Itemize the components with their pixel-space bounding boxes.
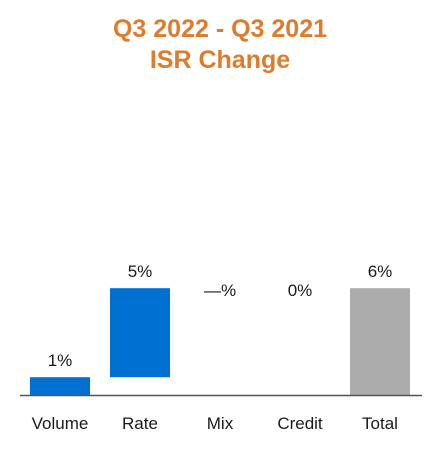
data-label-mix: —% (204, 281, 236, 300)
chart-title-line-1: Q3 2022 - Q3 2021 (112, 15, 328, 43)
chart-title: Q3 2022 - Q3 2021 ISR Change (0, 14, 440, 76)
bar-rate (110, 288, 170, 378)
data-label-rate: 5% (128, 262, 153, 281)
chart-title-line-2: ISR Change (149, 46, 291, 74)
tick-label-total: Total (362, 414, 398, 433)
data-label-credit: 0% (288, 281, 313, 300)
tick-label-mix: Mix (207, 414, 234, 433)
tick-label-credit: Credit (277, 414, 323, 433)
data-label-total: 6% (368, 262, 393, 281)
data-label-volume: 1% (48, 351, 73, 370)
bar-total (350, 288, 410, 395)
bar-volume (30, 377, 90, 395)
tick-label-rate: Rate (122, 414, 158, 433)
tick-label-volume: Volume (32, 414, 89, 433)
